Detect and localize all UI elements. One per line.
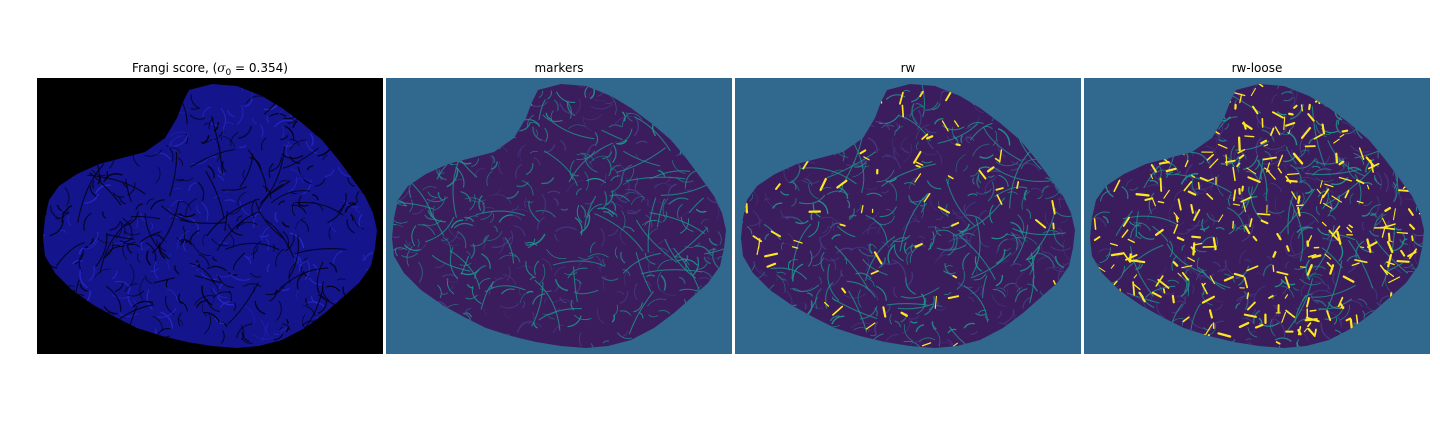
title-suffix: = 0.354) [231, 61, 288, 75]
rw-loose-image [1084, 78, 1430, 354]
title-symbol: σ [217, 61, 226, 75]
panel-rw-loose [1084, 78, 1430, 354]
tissue-blob [43, 84, 377, 348]
frangi-image [37, 78, 383, 354]
title-subscript: 0 [225, 68, 232, 78]
panel-rw [735, 78, 1081, 354]
panel-title-rw-loose: rw-loose [1231, 61, 1283, 75]
title-prefix: Frangi score, ( [132, 61, 218, 75]
tissue-blob [741, 84, 1075, 348]
markers-image [386, 78, 732, 354]
tissue-blob [1090, 84, 1424, 348]
panel-markers [386, 78, 732, 354]
tissue-blob [392, 84, 726, 348]
panel-title-rw: rw [900, 61, 916, 75]
vessel-texture [392, 84, 726, 348]
panel-title-markers: markers [534, 61, 584, 75]
rw-image [735, 78, 1081, 354]
panel-title-frangi: Frangi score, (σ0 = 0.354) [37, 60, 383, 81]
panel-frangi [37, 78, 383, 354]
